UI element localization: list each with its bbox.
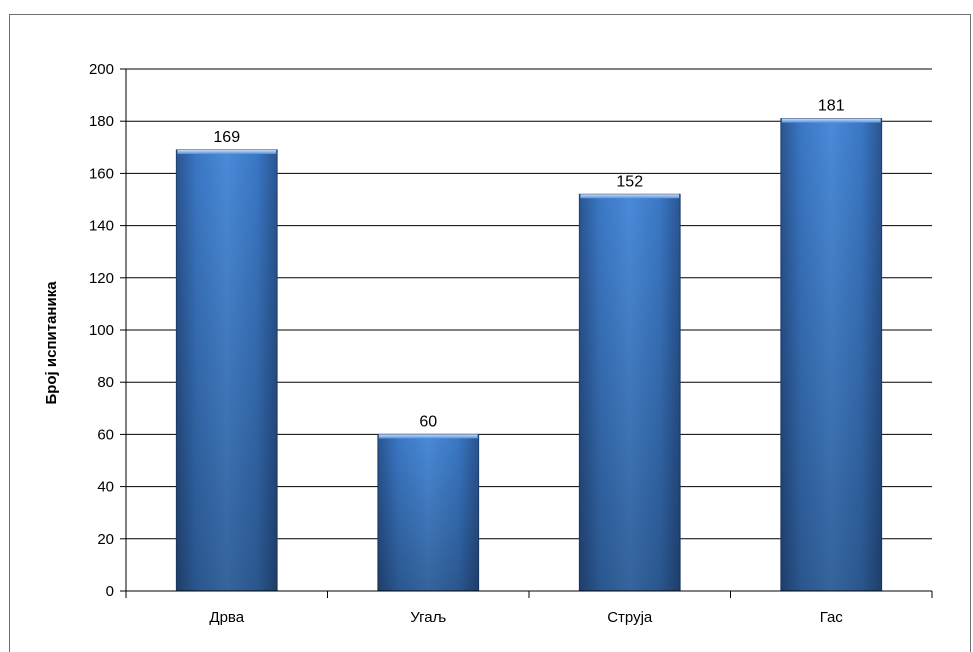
y-tick-label: 60 <box>97 426 114 443</box>
y-tick-label: 180 <box>89 113 114 130</box>
bars <box>175 118 883 592</box>
y-tick-label: 140 <box>89 218 114 235</box>
y-tick-label: 160 <box>89 165 114 182</box>
y-tick-label: 20 <box>97 531 114 548</box>
data-label: 181 <box>818 98 845 115</box>
y-axis-label: Број испитаника <box>43 281 60 405</box>
data-label: 169 <box>213 129 240 146</box>
x-tick-label: Угаљ <box>410 609 446 626</box>
x-tick-label: Дрва <box>209 609 244 626</box>
data-labels: 169 60 152 181 <box>213 98 844 431</box>
bar <box>578 193 681 592</box>
y-tick-label: 100 <box>89 322 114 339</box>
y-tick-label: 120 <box>89 270 114 287</box>
y-tick-label: 80 <box>97 374 114 391</box>
data-label: 60 <box>419 413 437 430</box>
bar <box>175 149 278 592</box>
x-axis <box>125 590 933 598</box>
x-tick-label: Гас <box>820 609 844 626</box>
y-tick-label: 0 <box>106 583 114 600</box>
x-tick-label: Струја <box>607 609 653 626</box>
data-label: 152 <box>616 173 643 190</box>
y-tick-label: 40 <box>97 479 114 496</box>
y-tick-label: 200 <box>89 61 114 78</box>
y-axis-ticks: 0 20 40 60 80 100 120 140 160 180 200 <box>89 61 127 600</box>
bar <box>780 118 883 592</box>
chart-frame <box>9 14 971 652</box>
x-axis-ticks: Дрва Угаљ Струја Гас <box>209 609 843 626</box>
bar <box>377 433 480 592</box>
